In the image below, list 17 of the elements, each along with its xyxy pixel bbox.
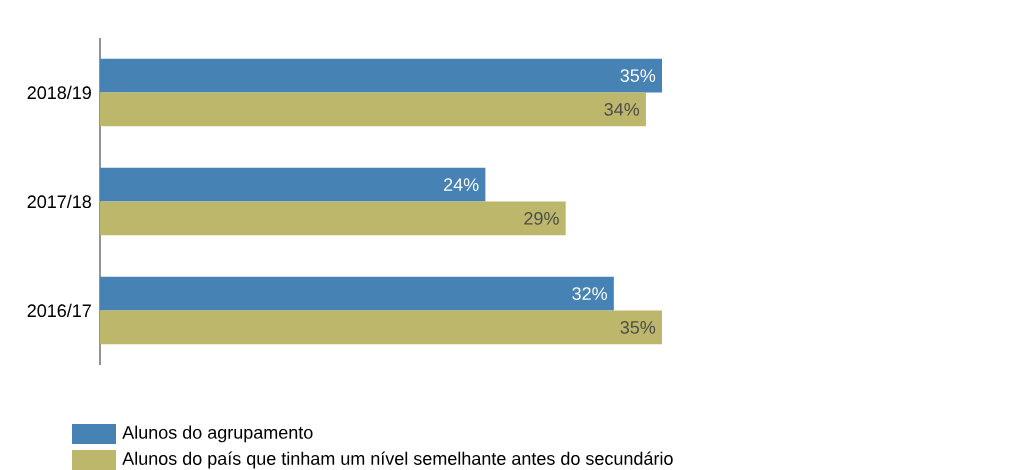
- data-label: 35%: [620, 69, 656, 82]
- y-tick-label: 2018/19: [27, 85, 91, 100]
- data-label: 34%: [604, 103, 640, 116]
- data-label: 24%: [444, 178, 479, 191]
- y-tick-label: 2016/17: [27, 303, 91, 318]
- data-label: 32%: [572, 287, 607, 300]
- data-label: 35%: [620, 321, 656, 334]
- legend-label: Alunos do agrupamento: [122, 425, 313, 443]
- bar: [100, 58, 662, 93]
- data-label: 29%: [524, 212, 559, 225]
- bar: [100, 92, 646, 127]
- legend-label: Alunos do país que tinham um nível semelhante antes do secundário: [122, 451, 673, 469]
- bar: [100, 167, 486, 202]
- bar: [100, 310, 662, 345]
- y-tick-label: 2017/18: [27, 194, 92, 209]
- bar: [100, 276, 614, 311]
- bar: [100, 201, 566, 236]
